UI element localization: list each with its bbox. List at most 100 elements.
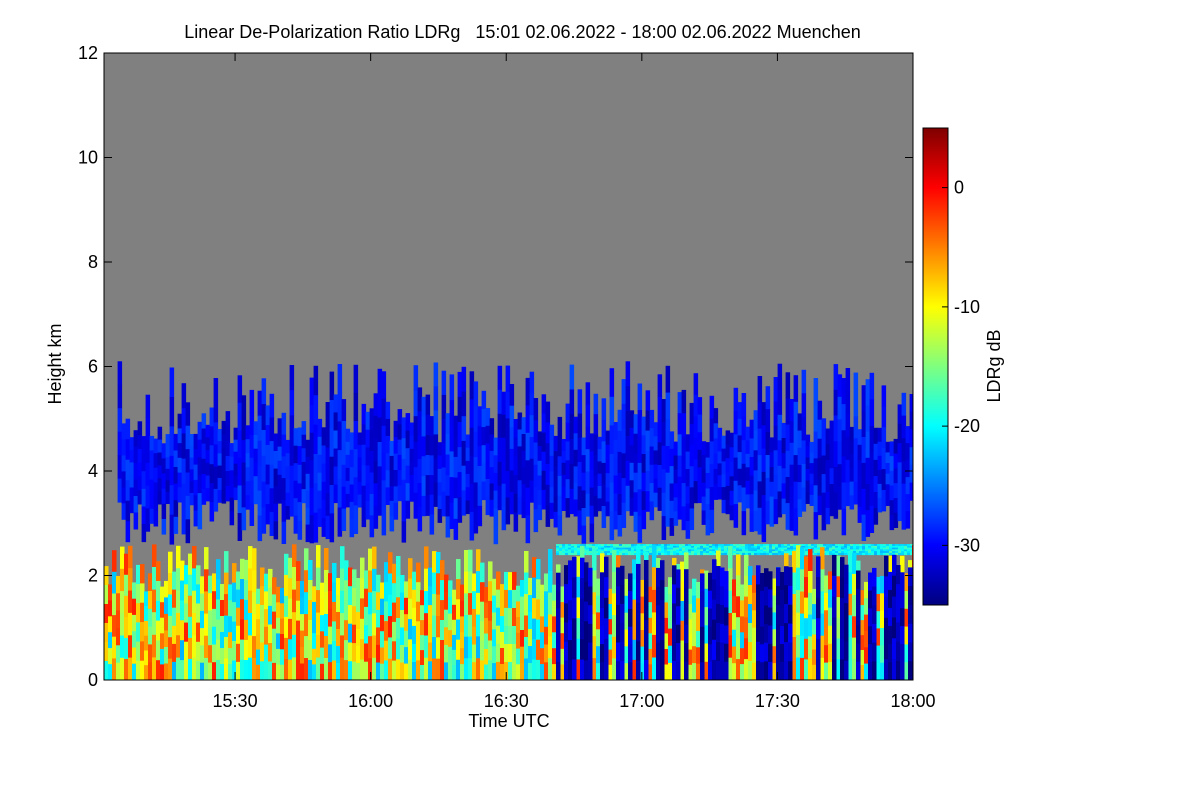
field-cell <box>628 573 633 592</box>
field-cell <box>871 551 875 554</box>
field-cell <box>365 465 371 484</box>
field-cell <box>877 497 883 513</box>
field-cell <box>871 545 875 549</box>
field-cell <box>892 549 896 552</box>
field-cell <box>440 640 445 661</box>
field-cell <box>600 553 605 575</box>
field-cell <box>605 430 611 446</box>
field-cell <box>281 521 287 544</box>
field-cell <box>724 607 729 627</box>
field-cell <box>361 485 367 507</box>
field-cell <box>224 637 229 659</box>
field-cell <box>785 450 791 478</box>
field-cell <box>369 493 375 516</box>
field-cell <box>300 647 305 664</box>
field-cell <box>632 619 637 641</box>
field-cell <box>633 472 639 493</box>
field-cell <box>157 465 163 479</box>
field-cell <box>625 460 631 487</box>
field-cell <box>481 427 487 446</box>
field-cell <box>790 552 794 556</box>
field-cell <box>280 649 285 666</box>
field-cell <box>781 468 787 484</box>
field-cell <box>273 468 279 487</box>
field-cell <box>612 636 617 659</box>
field-cell <box>181 508 187 535</box>
field-cell <box>725 458 731 473</box>
field-cell <box>505 444 511 472</box>
field-cell <box>574 547 578 550</box>
field-cell <box>509 448 515 471</box>
field-cell <box>802 544 806 547</box>
field-cell <box>705 457 711 474</box>
field-cell <box>636 583 641 604</box>
field-cell <box>308 580 313 601</box>
field-cell <box>853 544 857 547</box>
field-cell <box>712 549 716 552</box>
field-cell <box>553 435 559 452</box>
field-cell <box>340 568 345 592</box>
field-cell <box>658 544 662 547</box>
field-cell <box>357 494 363 508</box>
field-cell <box>496 589 501 609</box>
field-cell <box>646 544 650 547</box>
field-cell <box>152 634 157 658</box>
field-cell <box>559 547 563 550</box>
field-cell <box>876 611 881 629</box>
field-cell <box>888 662 893 680</box>
field-cell <box>880 547 884 550</box>
field-cell <box>658 549 662 552</box>
field-cell <box>793 375 799 403</box>
field-cell <box>901 549 905 552</box>
field-cell <box>895 545 899 549</box>
field-cell <box>616 661 621 680</box>
field-cell <box>609 425 615 455</box>
colorbar-label: LDRg dB <box>984 329 1004 402</box>
field-cell <box>718 544 722 547</box>
field-cell <box>325 470 331 494</box>
field-cell <box>244 660 249 680</box>
field-cell <box>193 510 199 527</box>
field-cell <box>176 568 181 592</box>
field-cell <box>653 478 659 494</box>
field-cell <box>565 547 569 550</box>
field-cell <box>260 623 265 643</box>
field-cell <box>764 586 769 606</box>
field-cell <box>712 544 716 547</box>
field-cell <box>260 661 265 680</box>
field-cell <box>433 362 439 387</box>
field-cell <box>744 638 749 660</box>
field-cell <box>775 545 779 549</box>
field-cell <box>560 648 565 665</box>
field-cell <box>461 366 467 392</box>
field-cell <box>132 647 137 665</box>
field-cell <box>352 587 357 607</box>
field-cell <box>141 524 147 543</box>
field-cell <box>604 552 608 556</box>
field-cell <box>705 442 711 459</box>
field-cell <box>631 544 635 547</box>
field-cell <box>816 556 821 578</box>
field-cell <box>661 551 665 554</box>
field-cell <box>557 475 563 497</box>
field-cell <box>504 625 509 645</box>
field-cell <box>301 461 307 476</box>
field-cell <box>544 662 549 680</box>
field-cell <box>536 639 541 661</box>
field-cell <box>661 492 667 517</box>
field-cell <box>573 433 579 451</box>
field-cell <box>691 552 695 556</box>
field-cell <box>889 551 893 554</box>
field-cell <box>905 443 911 461</box>
field-cell <box>693 481 699 504</box>
field-cell <box>816 577 821 599</box>
x-tick-label: 16:00 <box>348 691 393 711</box>
field-cell <box>332 641 337 661</box>
field-cell <box>751 545 755 549</box>
field-cell <box>368 592 373 615</box>
field-cell <box>397 409 403 425</box>
field-cell <box>512 662 517 680</box>
field-cell <box>517 463 523 481</box>
field-cell <box>574 551 578 554</box>
field-cell <box>756 584 761 604</box>
